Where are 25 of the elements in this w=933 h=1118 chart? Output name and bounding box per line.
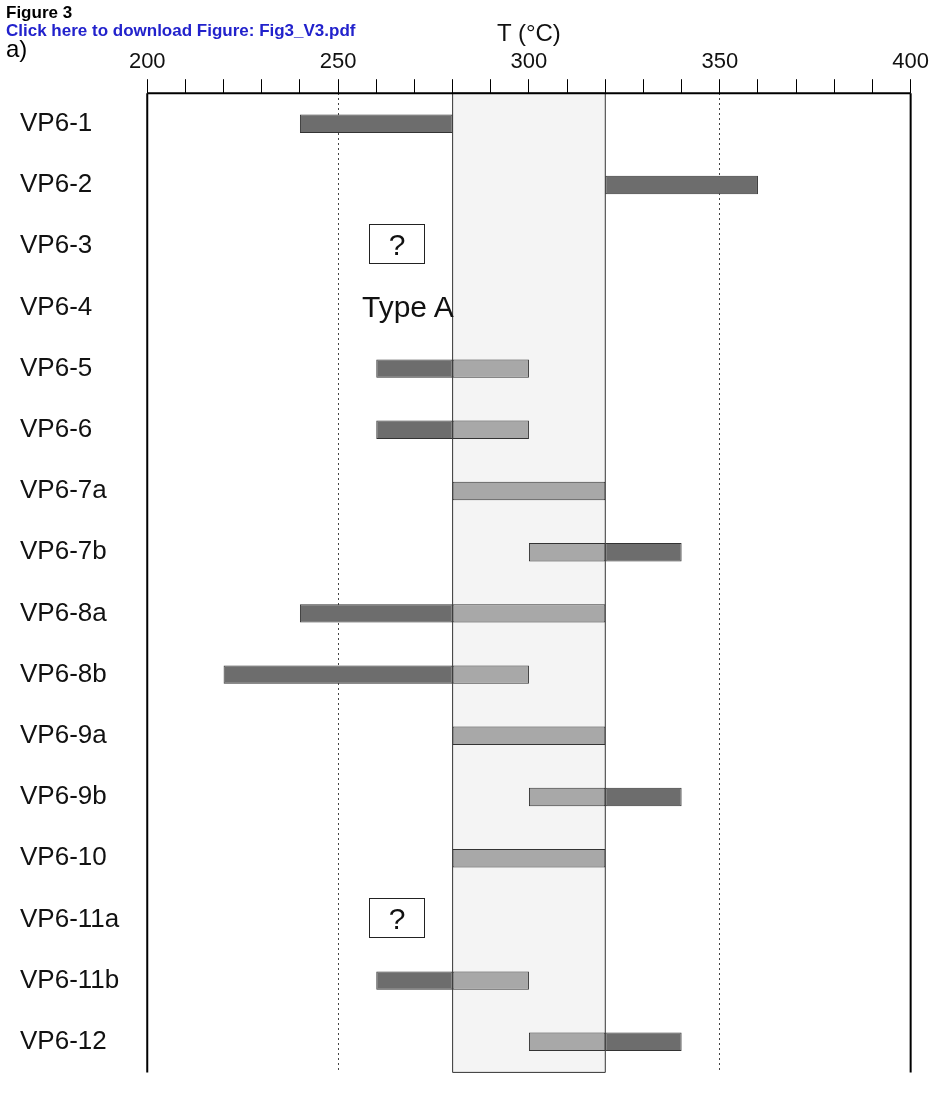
caption: Figure 3 [6, 3, 74, 22]
y-tick-label: VP6-10 [20, 841, 107, 872]
y-tick-label: VP6-4 [20, 290, 93, 321]
y-tick-label: VP6-6 [20, 412, 93, 443]
x-tick-label: 200 [128, 48, 166, 74]
y-tick-label: VP6-1 [20, 106, 93, 137]
x-tick-label: 400 [892, 48, 930, 74]
x-axis-title: T (°C) [497, 19, 561, 47]
y-tick-label: VP6-2 [20, 168, 93, 199]
y-tick-label: VP6-8a [20, 596, 108, 627]
x-tick-label: 350 [701, 48, 739, 74]
y-tick-label: VP6-12 [20, 1024, 107, 1055]
annotation: ? [369, 224, 425, 264]
y-tick-label: VP6-7b [20, 535, 107, 566]
y-tick-label: VP6-11a [20, 902, 120, 933]
annotation: ? [369, 898, 425, 938]
x-tick-label: 250 [319, 48, 357, 74]
y-tick-label: VP6-5 [20, 351, 93, 382]
y-tick-label: VP6-9a [20, 718, 108, 749]
y-tick-label: VP6-9b [20, 780, 107, 811]
y-tick-label: VP6-8b [20, 657, 107, 688]
y-tick-label: VP6-3 [20, 229, 93, 260]
x-tick-label: 300 [510, 48, 548, 74]
y-tick-label: VP6-7a [20, 474, 108, 505]
y-tick-label: VP6-11b [20, 963, 120, 994]
